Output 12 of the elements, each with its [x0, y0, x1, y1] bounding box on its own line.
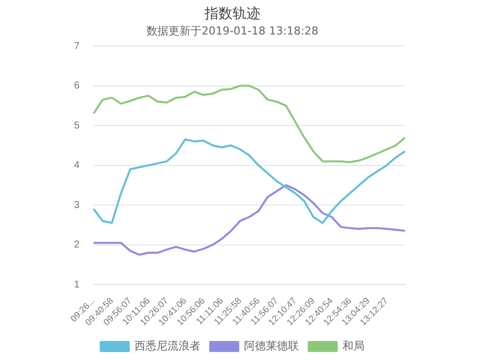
y-tick-label: 5	[74, 120, 80, 132]
chart-subtitle: 数据更新于2019-01-18 13:18:28	[146, 24, 318, 38]
y-tick-label: 4	[74, 160, 80, 172]
legend-label: 和局	[342, 339, 364, 352]
y-tick-label: 2	[74, 240, 80, 251]
legend-label: 阿德莱德联	[244, 339, 299, 352]
chart-title: 指数轨迹	[204, 6, 260, 22]
y-tick-label: 6	[74, 80, 80, 92]
y-tick-label: 1	[74, 279, 80, 290]
legend-label: 西悉尼流浪者	[134, 339, 200, 352]
y-tick-label: 7	[74, 40, 80, 52]
y-tick-label: 3	[74, 200, 80, 211]
